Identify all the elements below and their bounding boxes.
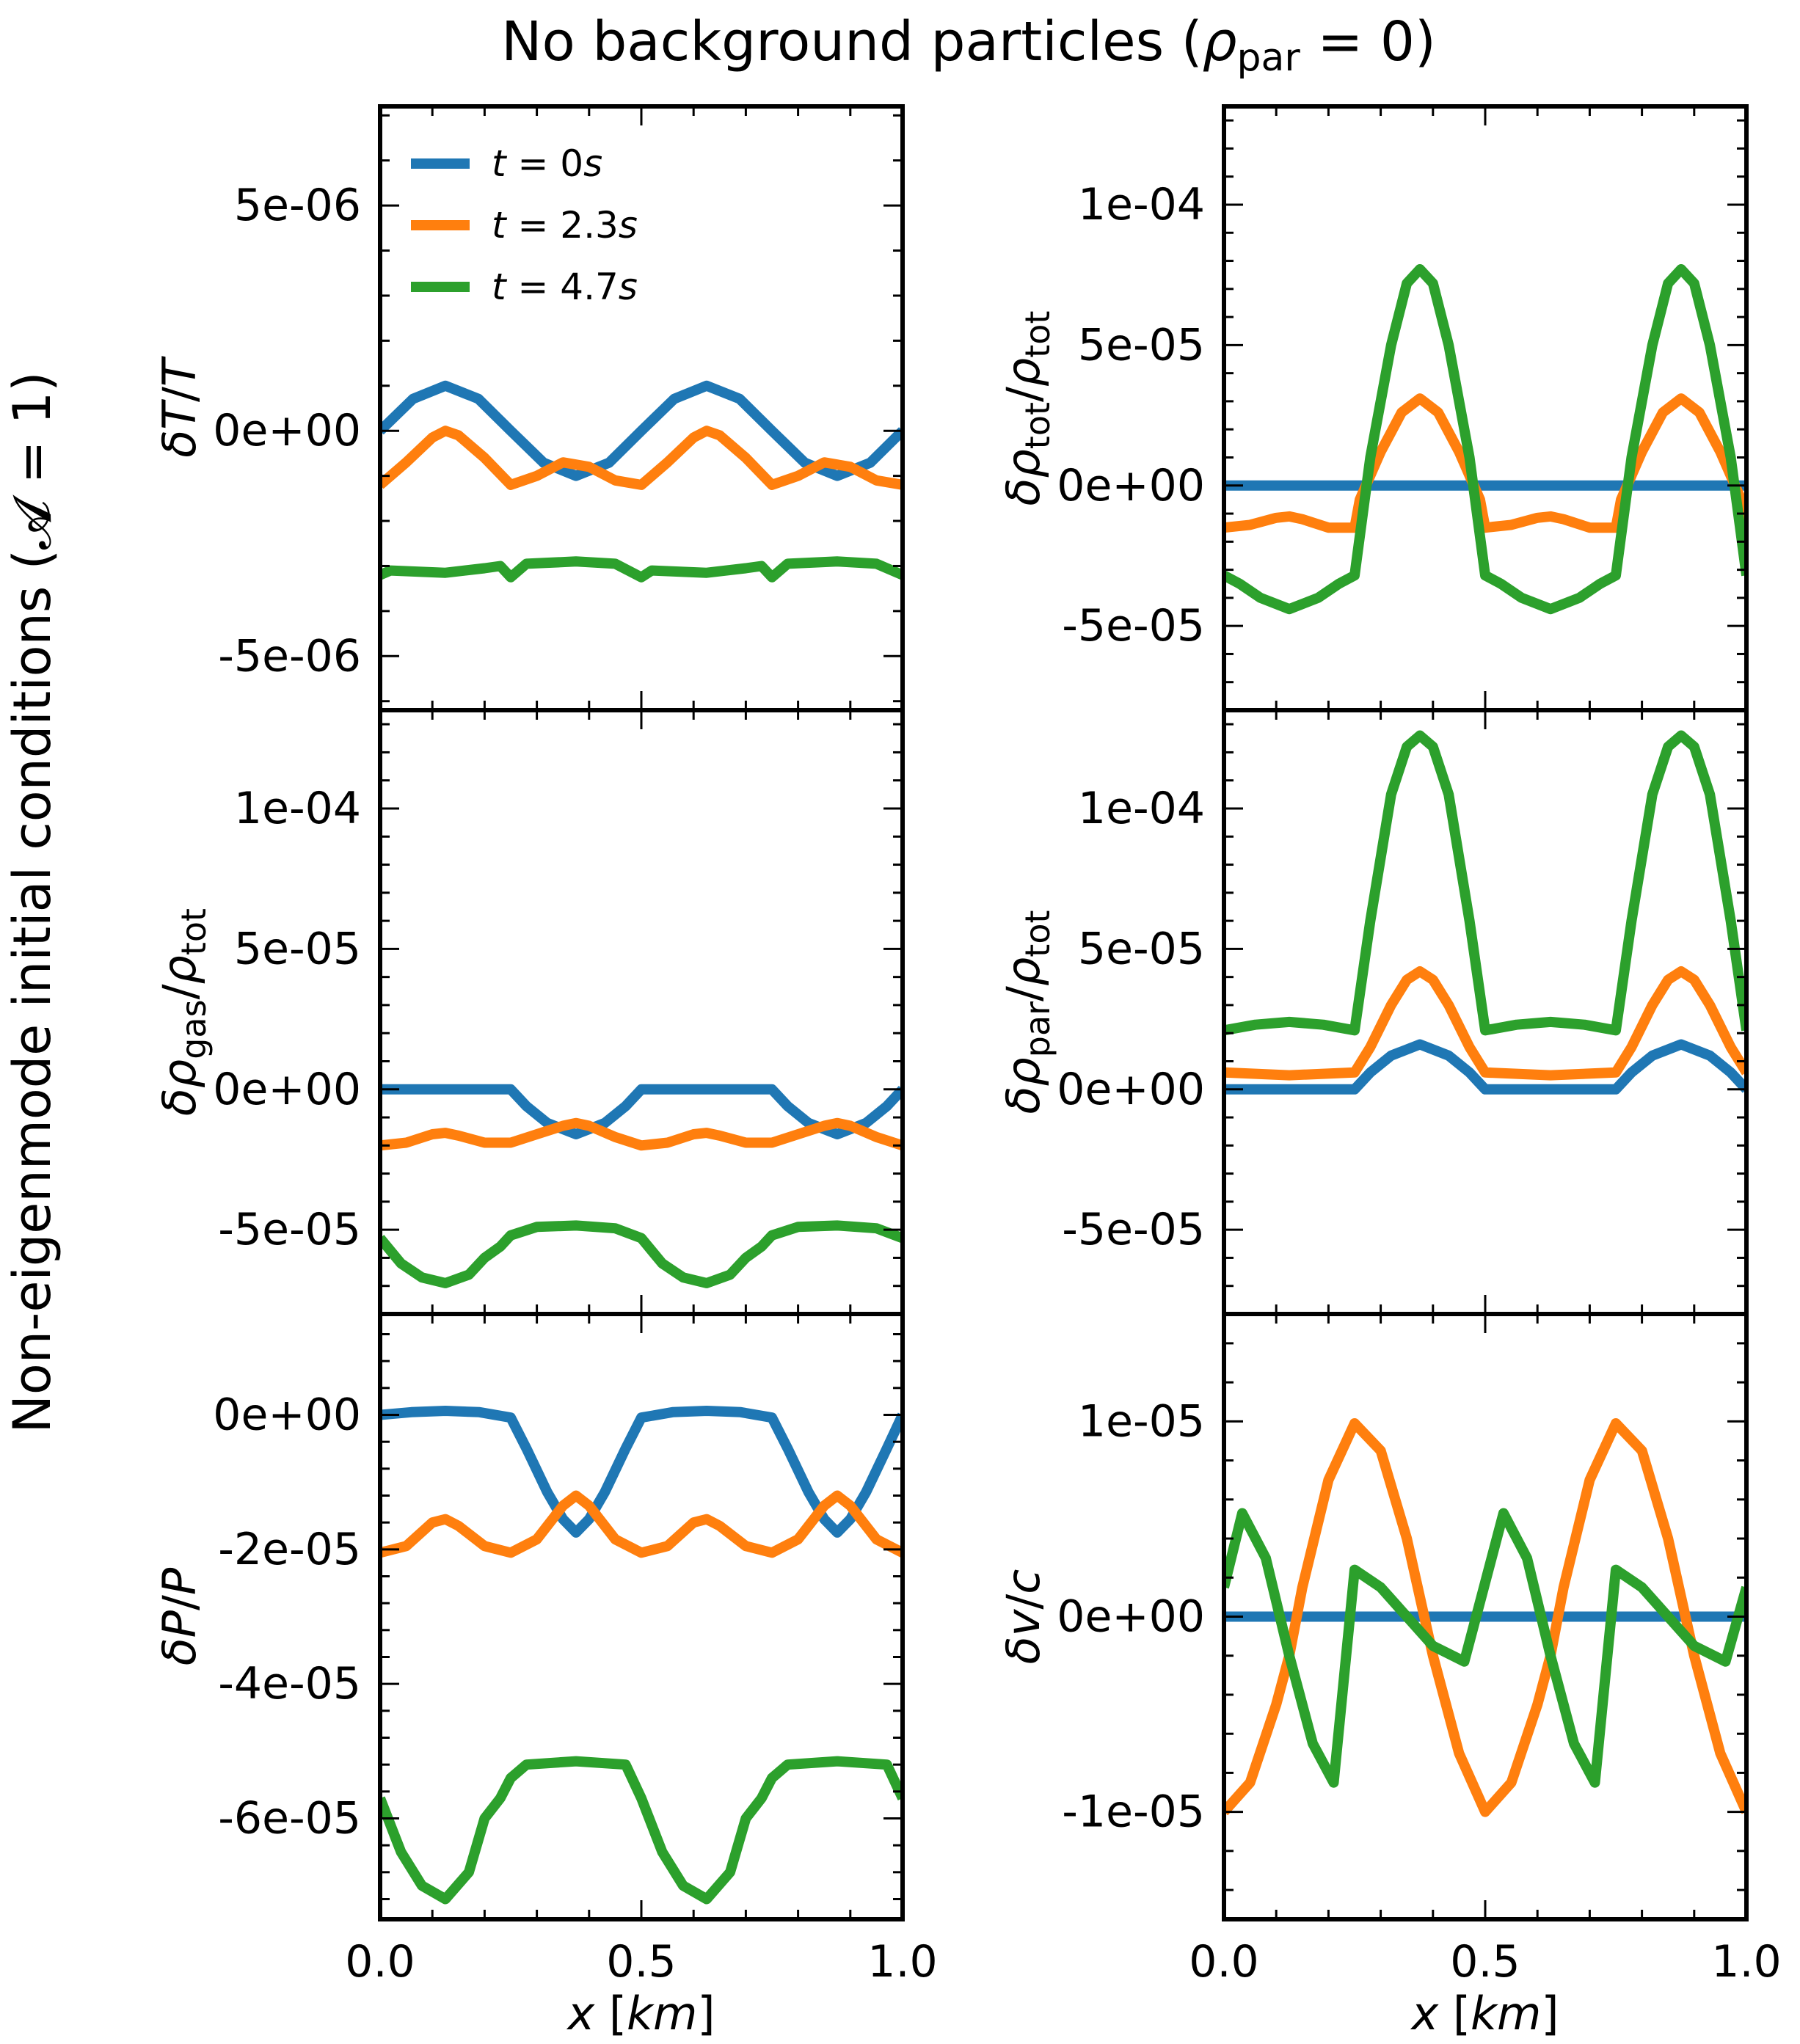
y-tick-label: 1e-05 — [1078, 1395, 1205, 1447]
x-tick-label: 0.5 — [606, 1936, 676, 1988]
panel-dT: 5e-06 0e+00 -5e-06 δT/T t = 0s t = 2.3s t = 4.… — [153, 104, 905, 712]
y-tick-label: 1e-04 — [1078, 179, 1205, 230]
x-tick-label: 0.0 — [1189, 1936, 1258, 1988]
x-tick-label: 1.0 — [1711, 1936, 1781, 1988]
y-tick-label: -5e-06 — [218, 630, 361, 682]
y-tick-label: 5e-06 — [234, 180, 361, 231]
y-tick-label: 0e+00 — [1057, 460, 1205, 511]
y-tick-label: -5e-05 — [1062, 600, 1205, 651]
y-axis-label: δP/P — [153, 1567, 206, 1665]
panel-frame — [378, 104, 905, 712]
y-tick-label: -5e-05 — [1062, 1204, 1205, 1255]
legend-label: t = 4.7s — [492, 266, 638, 308]
y-tick-label: 0e+00 — [213, 405, 361, 456]
legend-label: t = 2.3s — [492, 204, 638, 247]
x-tick-label: 0.0 — [345, 1936, 415, 1988]
x-axis-label: x [km] — [1410, 1987, 1559, 2040]
series-line-dT-2 — [380, 556, 903, 583]
series-line-drho_par-2 — [1224, 730, 1746, 1036]
y-axis-label: δT/T — [153, 356, 206, 458]
y-tick-label: 1e-04 — [234, 783, 361, 834]
series-line-dv-1 — [1224, 1418, 1746, 1817]
series-line-drho_tot-2 — [1224, 264, 1746, 615]
series-line-dP-1 — [380, 1490, 903, 1558]
figure-ylabel: Non-eigenmode initial conditions (𝓐 = 1) — [2, 371, 62, 1433]
y-tick-label: 0e+00 — [1057, 1064, 1205, 1115]
y-tick-label: 5e-05 — [1078, 319, 1205, 371]
x-tick-label: 1.0 — [867, 1936, 937, 1988]
y-tick-label: -2e-05 — [218, 1524, 361, 1575]
y-axis-label: δv/c — [996, 1569, 1050, 1665]
panel-drho_tot: 1e-04 5e-05 0e+00 -5e-05 δρtot/ρtot — [996, 104, 1749, 712]
panel-frame — [1222, 1312, 1749, 1921]
y-tick-label: 0e+00 — [213, 1064, 361, 1115]
y-tick-label: 0e+00 — [213, 1390, 361, 1441]
y-tick-label: -1e-05 — [1062, 1786, 1205, 1838]
panel-dv: 1e-05 0e+00 -1e-05 0.0 0.5 1.0 δv/c x [km] — [996, 1312, 1782, 2040]
y-tick-label: 5e-05 — [1078, 923, 1205, 974]
y-tick-label: 5e-05 — [234, 923, 361, 974]
series-line-dP-0 — [380, 1406, 903, 1538]
series-line-drho_par-1 — [1224, 966, 1746, 1081]
panel-dP: 0e+00 -2e-05 -4e-05 -6e-05 0.0 0.5 1.0 δP/P x [k… — [153, 1312, 938, 2040]
series-line-drho_gas-2 — [380, 1220, 903, 1288]
series-line-drho_tot-1 — [1224, 393, 1746, 533]
y-axis-label: δρpar/ρtot — [996, 910, 1057, 1114]
y-tick-label: 0e+00 — [1057, 1591, 1205, 1643]
series-line-drho_par-0 — [1224, 1039, 1746, 1095]
legend-label: t = 0s — [492, 142, 602, 185]
series-line-dv-2 — [1224, 1508, 1746, 1788]
y-tick-label: -4e-05 — [218, 1658, 361, 1709]
y-axis-label: δρgas/ρtot — [153, 908, 214, 1116]
series-line-dP-2 — [380, 1756, 903, 1905]
y-tick-label: 1e-04 — [1078, 783, 1205, 834]
panels: 5e-06 0e+00 -5e-06 δT/T t = 0s t = 2.3s t = 4.… — [153, 104, 1782, 2040]
y-tick-label: -5e-05 — [218, 1204, 361, 1255]
series-line-drho_gas-1 — [380, 1117, 903, 1151]
x-axis-label: x [km] — [566, 1987, 715, 2040]
y-tick-label: -6e-05 — [218, 1793, 361, 1844]
x-tick-label: 0.5 — [1450, 1936, 1520, 1988]
panel-drho_par: 1e-04 5e-05 0e+00 -5e-05 δρpar/ρtot — [996, 708, 1749, 1316]
series-line-dT-1 — [380, 426, 903, 490]
figure-title: No background particles (ρpar = 0) — [501, 10, 1436, 80]
panel-drho_gas: 1e-04 5e-05 0e+00 -5e-05 δρgas/ρtot — [153, 708, 905, 1316]
panel-frame — [378, 1312, 905, 1921]
y-axis-label: δρtot/ρtot — [996, 311, 1057, 506]
